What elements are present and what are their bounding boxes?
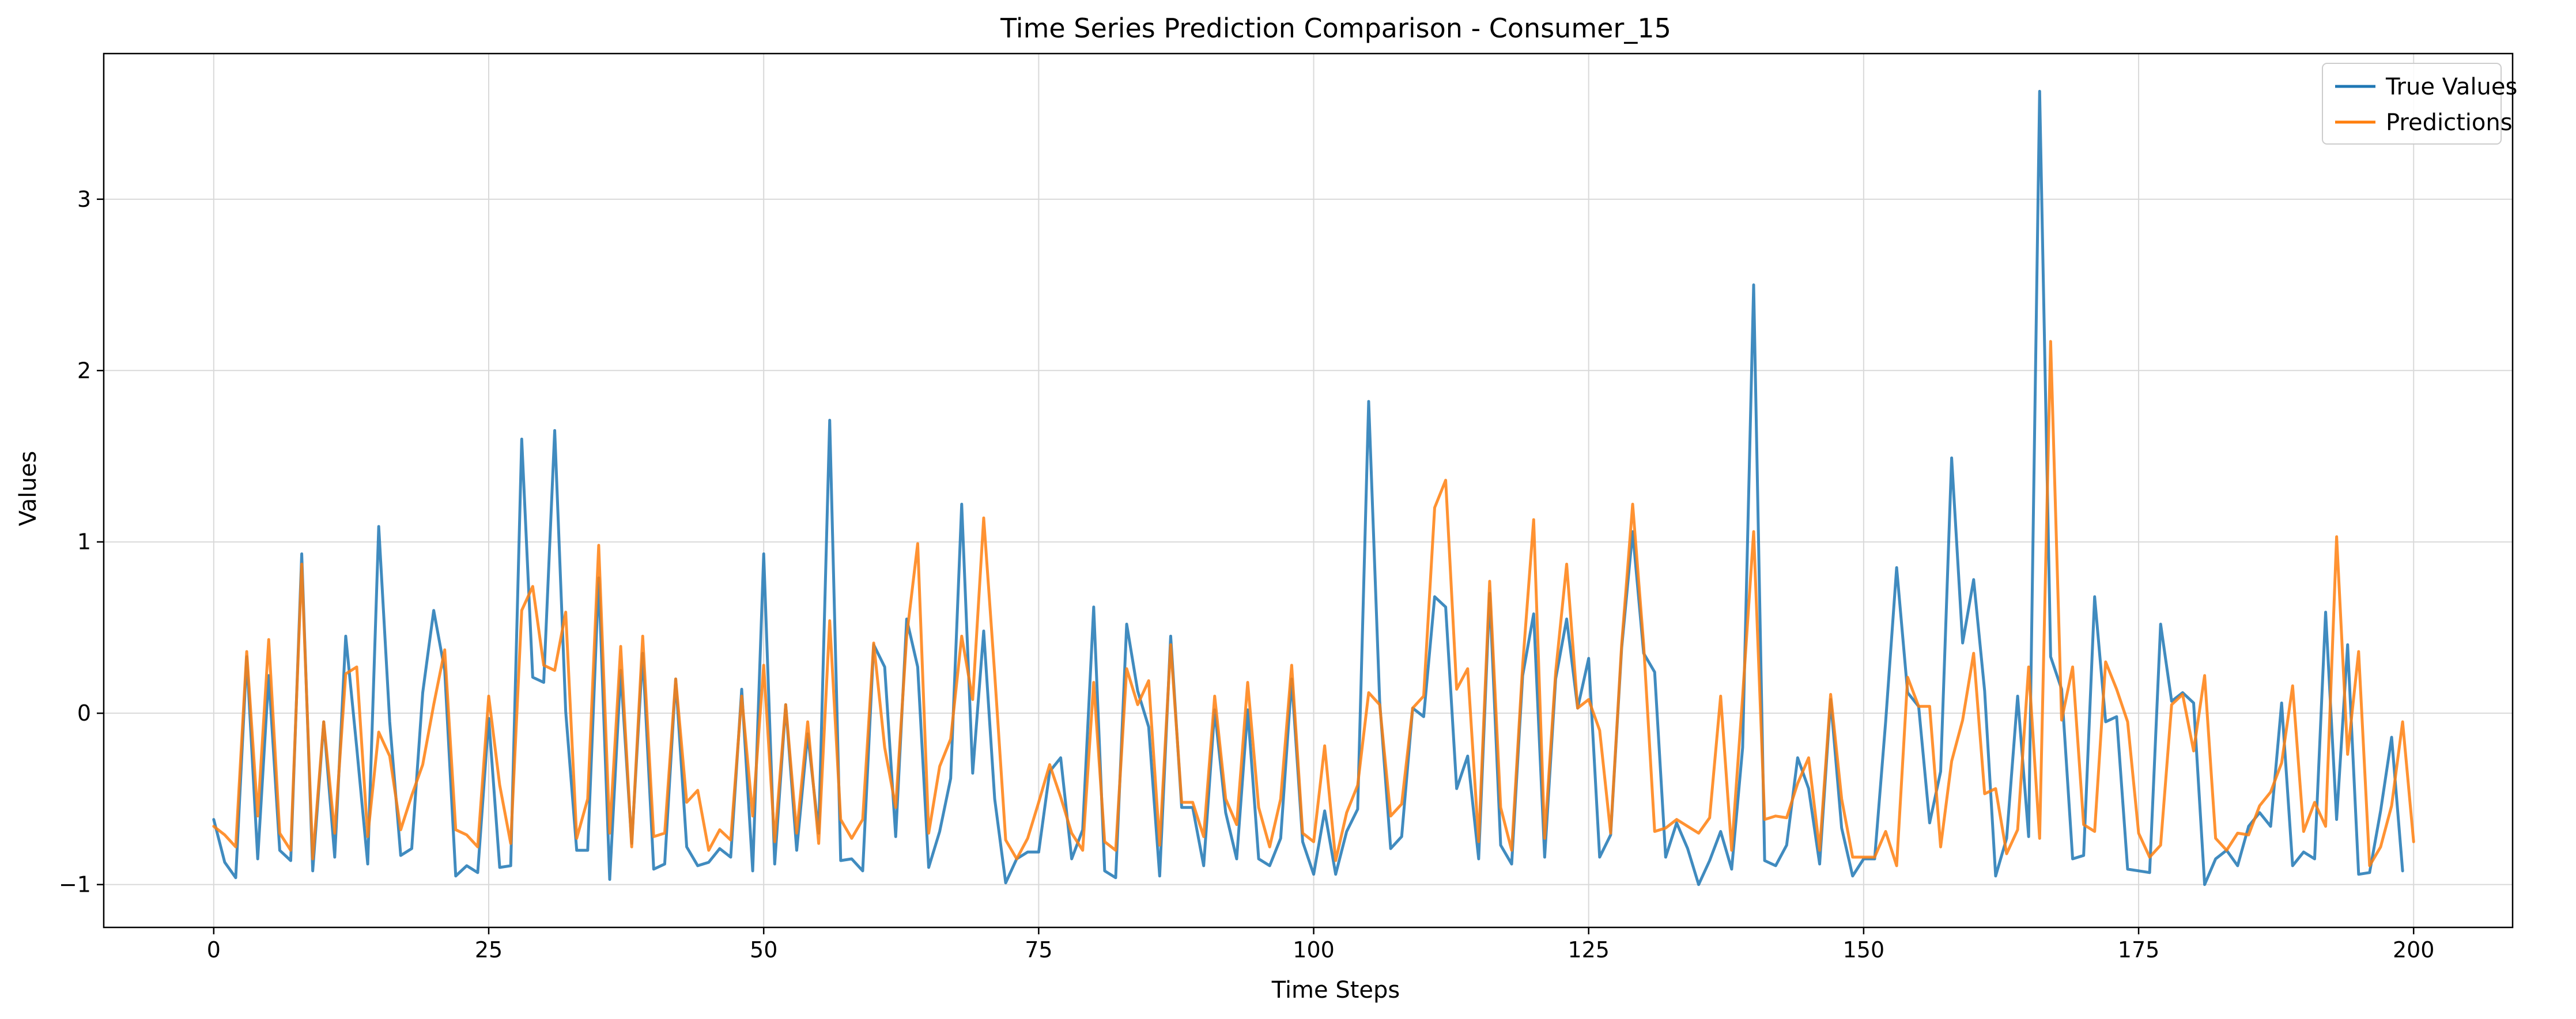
- series-layer: [212, 89, 2415, 887]
- legend-label: Predictions: [2386, 109, 2513, 136]
- x-tick-label: 200: [2393, 937, 2435, 963]
- grid-layer: [104, 54, 2513, 927]
- x-tick-label: 0: [207, 937, 221, 963]
- x-tick-label: 125: [1567, 937, 1610, 963]
- chart-title: Time Series Prediction Comparison - Cons…: [1000, 13, 1671, 44]
- legend-label: True Values: [2385, 74, 2517, 100]
- legend: True Values Predictions: [2322, 63, 2517, 145]
- legend-box: [2322, 63, 2502, 145]
- y-axis-label: Values: [15, 451, 41, 526]
- x-tick-label: 75: [1025, 937, 1052, 963]
- y-tick-label: 2: [77, 358, 91, 383]
- x-tick-label: 150: [1843, 937, 1885, 963]
- axes-layer: 0 25 50 75 100 125 150 175 200 −1 0 1 2 3: [59, 52, 2514, 963]
- plot-frame: [103, 52, 2514, 929]
- x-tick-label: 50: [750, 937, 777, 963]
- y-tick-label: 0: [77, 700, 91, 726]
- series-line-predictions: [212, 340, 2415, 868]
- x-tick-label: 100: [1293, 937, 1335, 963]
- x-tick-label: 25: [475, 937, 503, 963]
- y-tick-label: −1: [59, 872, 91, 897]
- series-line-true-values: [212, 89, 2404, 887]
- x-tick-label: 175: [2118, 937, 2160, 963]
- y-tick-label: 1: [77, 529, 91, 555]
- x-axis-label: Time Steps: [1271, 977, 1400, 1003]
- y-tick-label: 3: [77, 187, 91, 212]
